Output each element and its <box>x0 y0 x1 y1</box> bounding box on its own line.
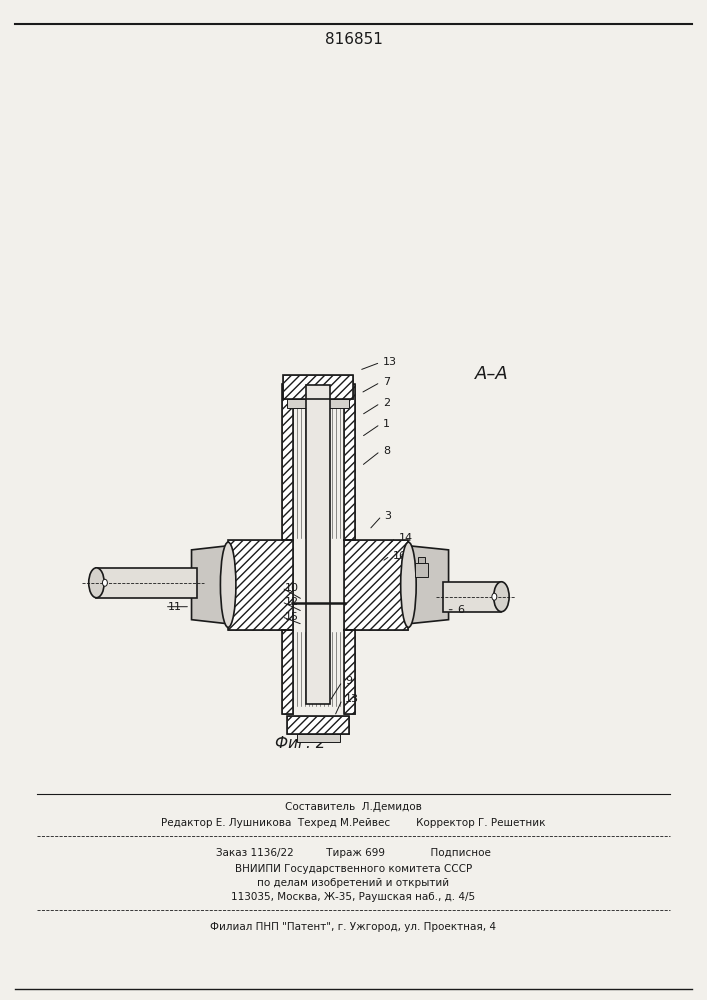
Bar <box>281 384 293 540</box>
Text: 13: 13 <box>345 694 359 704</box>
Bar <box>344 540 409 630</box>
Polygon shape <box>192 546 227 624</box>
Polygon shape <box>96 568 197 598</box>
Text: 816851: 816851 <box>325 32 382 47</box>
Polygon shape <box>443 582 501 612</box>
Bar <box>283 375 354 399</box>
Text: 7: 7 <box>383 377 390 387</box>
Text: 15: 15 <box>284 612 298 622</box>
Text: 8: 8 <box>383 446 390 456</box>
Bar <box>306 385 330 704</box>
Bar <box>344 540 409 630</box>
Ellipse shape <box>493 582 509 612</box>
Bar <box>344 630 355 714</box>
Text: 11: 11 <box>168 602 182 612</box>
Text: Заказ 1136/22          Тираж 699              Подписное: Заказ 1136/22 Тираж 699 Подписное <box>216 848 491 858</box>
Bar <box>281 630 293 714</box>
Bar <box>344 630 355 714</box>
Bar <box>281 630 293 714</box>
Bar <box>344 384 355 540</box>
Bar <box>228 540 293 630</box>
Text: 14: 14 <box>399 533 413 543</box>
Bar <box>287 399 349 408</box>
Bar <box>344 630 355 714</box>
Ellipse shape <box>221 542 236 627</box>
Bar <box>228 540 293 630</box>
Bar <box>297 734 340 742</box>
Ellipse shape <box>103 579 107 586</box>
Ellipse shape <box>492 593 497 600</box>
Text: 12: 12 <box>284 597 298 607</box>
Bar <box>287 716 349 734</box>
Bar <box>283 375 354 399</box>
Ellipse shape <box>401 542 416 627</box>
Text: Фиг. 2: Фиг. 2 <box>276 736 326 751</box>
Text: 3: 3 <box>385 511 392 521</box>
Bar <box>344 384 355 540</box>
Ellipse shape <box>88 568 104 598</box>
Text: 9: 9 <box>345 676 352 686</box>
Bar <box>418 557 425 563</box>
Text: 16: 16 <box>393 551 407 561</box>
Bar <box>228 540 293 630</box>
Bar <box>283 375 354 399</box>
Text: 13: 13 <box>383 357 397 367</box>
Bar <box>344 540 409 630</box>
Bar <box>281 384 293 540</box>
Bar <box>287 716 349 734</box>
Text: по делам изобретений и открытий: по делам изобретений и открытий <box>257 878 450 888</box>
Text: 113035, Москва, Ж-35, Раушская наб., д. 4/5: 113035, Москва, Ж-35, Раушская наб., д. … <box>231 892 476 902</box>
Bar <box>344 384 355 540</box>
Text: Составитель  Л.Демидов: Составитель Л.Демидов <box>285 802 422 812</box>
Text: ВНИИПИ Государственного комитета СССР: ВНИИПИ Государственного комитета СССР <box>235 864 472 874</box>
Text: 5: 5 <box>423 567 430 577</box>
Bar <box>281 384 293 540</box>
Text: А–А: А–А <box>474 365 508 383</box>
Bar <box>281 630 293 714</box>
Text: 1: 1 <box>383 419 390 429</box>
Bar <box>416 563 428 577</box>
Text: 10: 10 <box>284 583 298 593</box>
Bar <box>287 716 349 734</box>
Text: 6: 6 <box>457 605 464 615</box>
Polygon shape <box>410 546 448 624</box>
Text: Редактор Е. Лушникова  Техред М.Рейвес        Корректор Г. Решетник: Редактор Е. Лушникова Техред М.Рейвес Ко… <box>161 818 546 828</box>
Text: 2: 2 <box>383 398 390 408</box>
Text: Филиал ПНП "Патент", г. Ужгород, ул. Проектная, 4: Филиал ПНП "Патент", г. Ужгород, ул. Про… <box>211 922 496 932</box>
